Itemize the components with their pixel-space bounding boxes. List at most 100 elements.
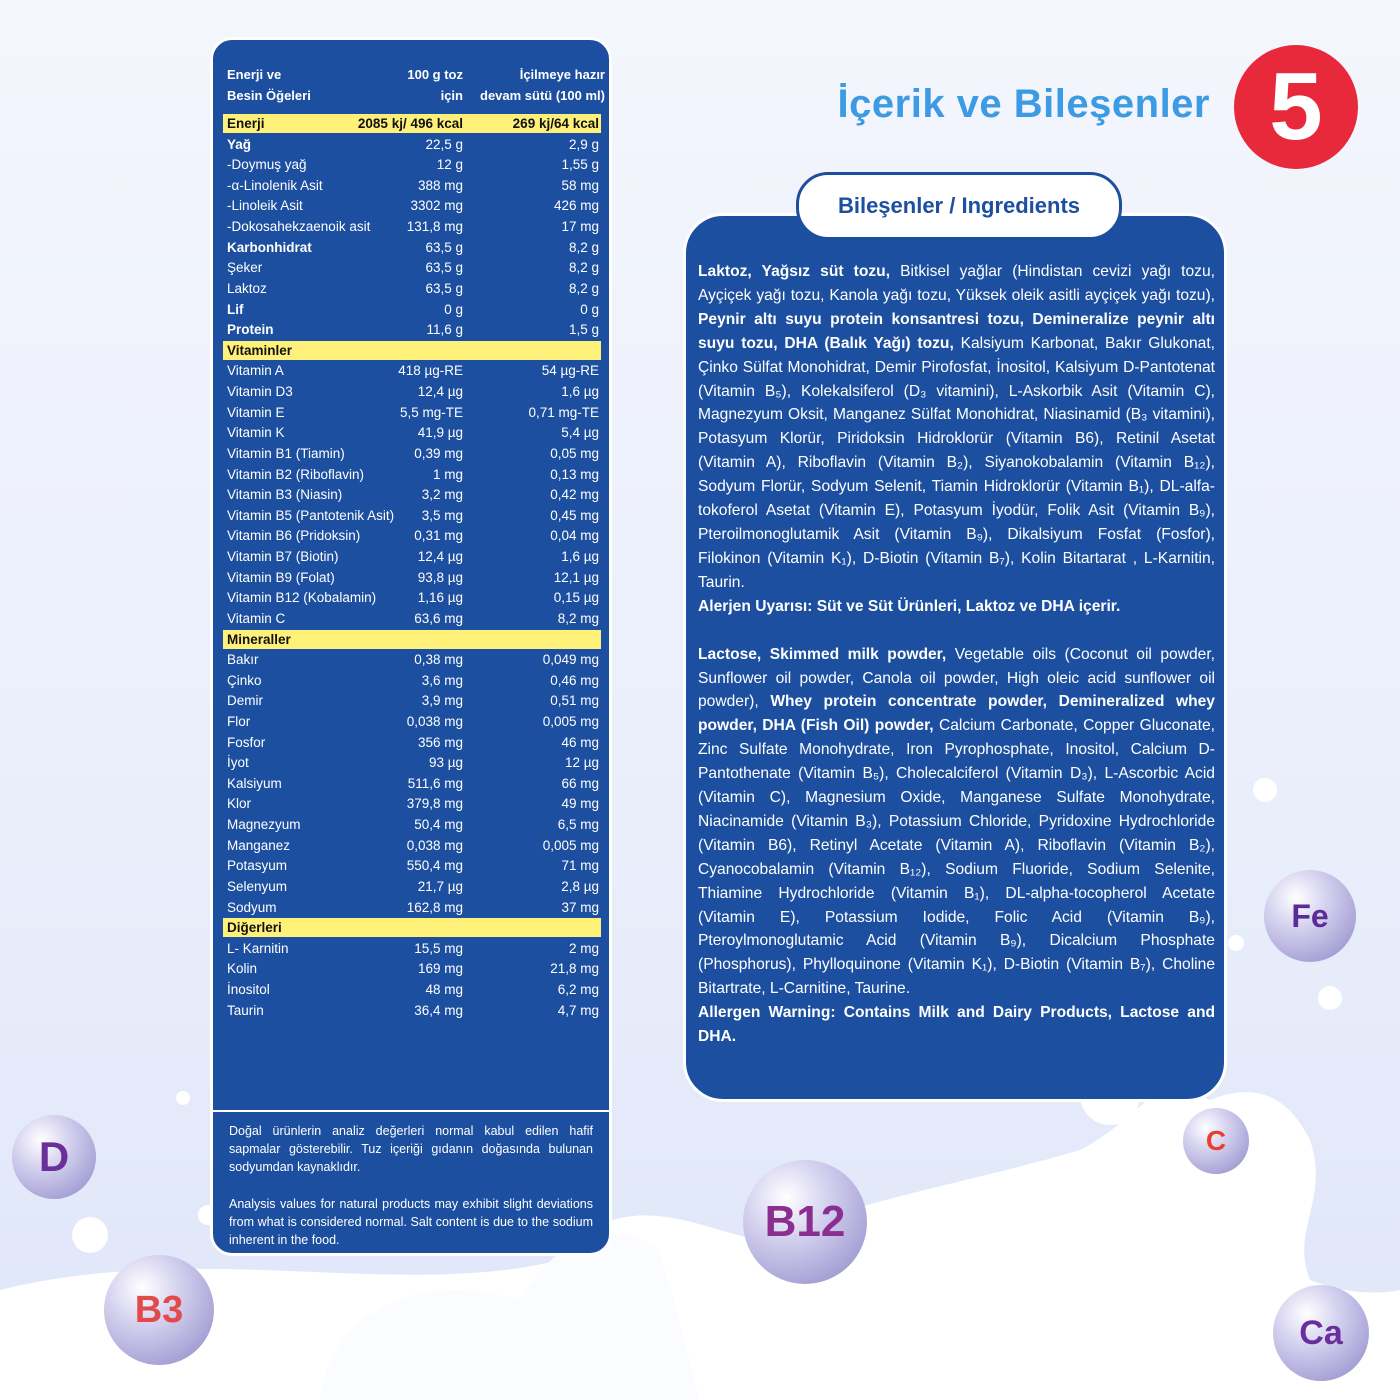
cell: 1 mg <box>432 466 463 482</box>
table-row: Vitamin B7 (Biotin) 12,4 µg 1,6 µg <box>223 547 601 566</box>
cell: Vitamin K <box>227 425 285 441</box>
table-row: Laktoz 63,5 g 8,2 g <box>223 279 601 298</box>
table-row: Vitamin K 41,9 µg 5,4 µg <box>223 423 601 442</box>
table-row: Vitamin B9 (Folat) 93,8 µg 12,1 µg <box>223 568 601 587</box>
cell: Taurin <box>227 1002 264 1018</box>
cell: Vitamin B6 (Pridoksin) <box>227 528 361 544</box>
table-row: Vitamin B3 (Niasin) 3,2 mg 0,42 mg <box>223 485 601 504</box>
cell: 5,5 mg-TE <box>399 404 463 420</box>
text-run: Allergen Warning: Contains Milk and Dair… <box>698 1004 1215 1046</box>
cell: Diğerleri <box>227 920 282 936</box>
cell: 21,7 µg <box>417 878 463 894</box>
text-run: Bitkisel yağlar (Hindistan cevizi yağı t… <box>698 263 1215 304</box>
table-row: Bakır 0,38 mg 0,049 mg <box>223 650 601 669</box>
cell: 0,005 mg <box>542 713 599 729</box>
cell: 1,6 µg <box>561 384 599 400</box>
cell: 63,5 g <box>425 280 463 296</box>
table-row: Vitamin B5 (Pantotenik Asit) 3,5 mg 0,45 m… <box>223 506 601 525</box>
text-run: Lactose, Skimmed milk powder, <box>698 645 947 663</box>
text-run: Alerjen Uyarısı: Süt ve Süt Ürünleri, La… <box>698 597 1121 615</box>
cell: 54 µg-RE <box>541 363 599 379</box>
table-row: Protein 11,6 g 1,5 g <box>223 320 601 339</box>
table-row: Taurin 36,4 mg 4,7 mg <box>223 1001 601 1020</box>
cell: Vitamin B2 (Riboflavin) <box>227 466 365 482</box>
text-run: Kalsiyum Karbonat, Bakır Glukonat, Çinko… <box>698 334 1215 591</box>
cell: 2,9 g <box>568 136 599 152</box>
cell: 1,16 µg <box>417 590 463 606</box>
table-row: Lif 0 g 0 g <box>223 300 601 319</box>
vitamin-bubble: B12 <box>743 1160 867 1284</box>
ingredients-text: Laktoz, Yağsız süt tozu, Bitkisel yağlar… <box>698 260 1215 1049</box>
cell: 0,13 mg <box>550 466 599 482</box>
cell: 426 mg <box>553 198 599 214</box>
cell: Vitamin B9 (Folat) <box>227 569 335 585</box>
cell: 269 kj/64 kcal <box>512 116 599 131</box>
vitamin-bubble: Ca <box>1273 1285 1369 1381</box>
cell: Lif <box>227 301 244 317</box>
cell: 48 mg <box>425 982 463 998</box>
table-row: Demir 3,9 mg 0,51 mg <box>223 691 601 710</box>
cell: 93 µg <box>428 755 463 771</box>
table-row: -α-Linolenik Asit 388 mg 58 mg <box>223 176 601 195</box>
cell: Vitamin B7 (Biotin) <box>227 549 339 565</box>
cell: 0,51 mg <box>550 693 599 709</box>
table-row: -Doymuş yağ 12 g 1,55 g <box>223 155 601 174</box>
cell: 15,5 mg <box>414 940 463 956</box>
table-row: Vitamin A 418 µg-RE 54 µg-RE <box>223 361 601 380</box>
cell: 3,9 mg <box>421 693 463 709</box>
vitamin-bubble: D <box>12 1115 96 1199</box>
cell: Demir <box>227 693 263 709</box>
splash-wave <box>0 1090 1400 1400</box>
cell: Mineraller <box>227 631 291 647</box>
cell: 0,42 mg <box>550 487 599 503</box>
cell: Vitamin B12 (Kobalamin) <box>227 590 377 606</box>
cell: 162,8 mg <box>406 899 463 915</box>
vitamin-bubble: C <box>1183 1108 1249 1174</box>
cell: Selenyum <box>227 878 288 894</box>
cell: 0,38 mg <box>414 652 463 668</box>
table-row: Vitamin B1 (Tiamin) 0,39 mg 0,05 mg <box>223 444 601 463</box>
cell: -Dokosahekzaenoik asit <box>227 219 371 235</box>
table-row: -Linoleik Asit 3302 mg 426 mg <box>223 196 601 215</box>
cell: 63,5 g <box>425 260 463 276</box>
cell: 0,71 mg-TE <box>528 404 599 420</box>
cell: Çinko <box>227 672 262 688</box>
step-badge: 5 <box>1234 45 1358 169</box>
table-row: İnositol 48 mg 6,2 mg <box>223 980 601 999</box>
cell: 3,2 mg <box>421 487 463 503</box>
cell: 12 µg <box>564 755 599 771</box>
cell: Vitaminler <box>227 342 293 358</box>
cell: 5,4 µg <box>561 425 599 441</box>
cell: -Linoleik Asit <box>227 198 303 214</box>
cell: 12,4 µg <box>417 549 463 565</box>
cell: Potasyum <box>227 858 288 874</box>
cell: Kolin <box>227 961 258 977</box>
cell: 93,8 µg <box>417 569 463 585</box>
cell: 4,7 mg <box>557 1002 599 1018</box>
cell: 379,8 mg <box>406 796 463 812</box>
table-row: L- Karnitin 15,5 mg 2 mg <box>223 939 601 958</box>
section-heading: Diğerleri <box>223 918 601 938</box>
cell: İnositol <box>227 982 270 998</box>
cell: Sodyum <box>227 899 277 915</box>
cell: Kalsiyum <box>227 775 282 791</box>
cell: 0,45 mg <box>550 507 599 523</box>
cell: 46 mg <box>561 734 599 750</box>
cell: 0,46 mg <box>550 672 599 688</box>
note: Analysis values for natural products may… <box>229 1197 593 1247</box>
table-row: Yağ 22,5 g 2,9 g <box>223 135 601 154</box>
cell: 550,4 mg <box>406 858 463 874</box>
cell: 49 mg <box>561 796 599 812</box>
column-header: İçilmeye hazır devam sütü (100 ml) <box>480 67 605 103</box>
table-row: Kolin 169 mg 21,8 mg <box>223 959 601 978</box>
cell: 66 mg <box>561 775 599 791</box>
cell: 21,8 mg <box>550 961 599 977</box>
cell: Vitamin A <box>227 363 284 379</box>
cell: 12,1 µg <box>553 569 599 585</box>
cell: 8,2 g <box>568 260 599 276</box>
table-row: Vitamin E 5,5 mg-TE 0,71 mg-TE <box>223 403 601 422</box>
table-row: Vitamin D3 12,4 µg 1,6 µg <box>223 382 601 401</box>
cell: 17 mg <box>561 219 599 235</box>
table-row: İyot 93 µg 12 µg <box>223 753 601 772</box>
